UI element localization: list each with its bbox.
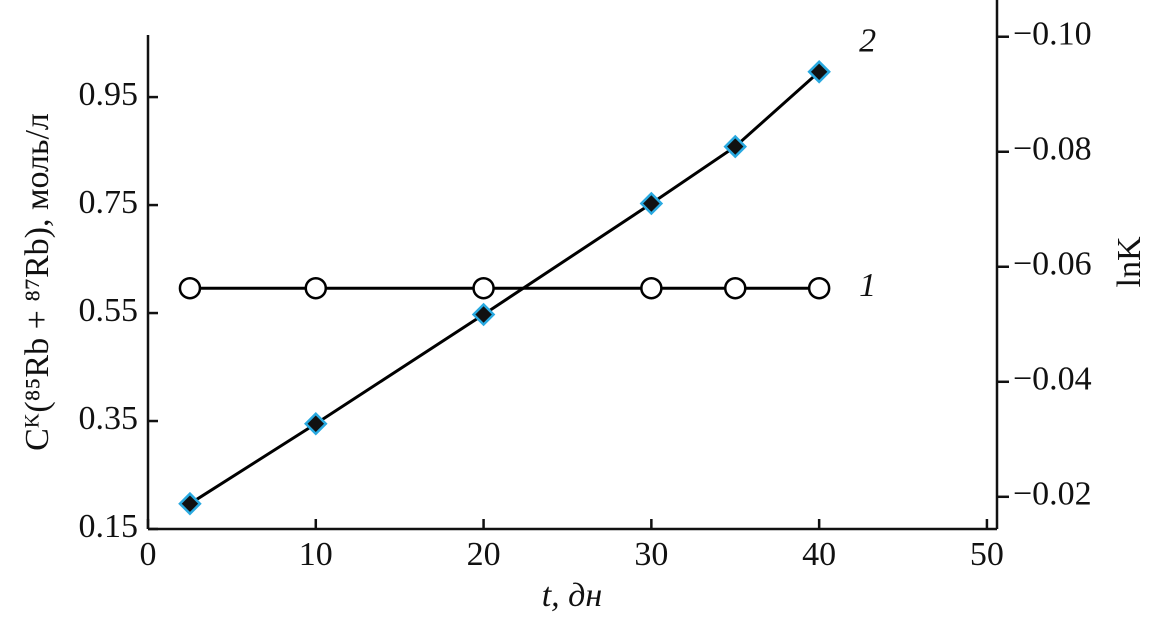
- x-tick-label: 10: [299, 536, 333, 573]
- y-tick-label: 0.75: [79, 184, 139, 221]
- y-tick-label: 0.55: [79, 292, 139, 329]
- point: [807, 60, 831, 84]
- y2-tick-label: −0.04: [1013, 361, 1092, 398]
- point: [724, 276, 747, 300]
- series-label: 2: [859, 23, 876, 60]
- series-label: 1: [859, 267, 876, 304]
- y-tick-label: 0.15: [79, 508, 139, 545]
- y2-tick-label: −0.10: [1013, 16, 1092, 53]
- y-tick-label: 0.95: [79, 76, 139, 113]
- point: [178, 491, 202, 516]
- x-tick-label: 20: [467, 536, 501, 573]
- x-axis-label: t, дн: [542, 577, 603, 614]
- point: [639, 191, 664, 216]
- point: [471, 302, 496, 327]
- y-tick-label: 0.35: [79, 400, 139, 437]
- point: [178, 276, 202, 300]
- point: [723, 134, 748, 159]
- point: [807, 276, 831, 300]
- point: [304, 276, 328, 300]
- y-axis-label: Cᴷ(⁸⁵Rb + ⁸⁷Rb), моль/л: [19, 113, 56, 451]
- x-tick-label: 30: [634, 536, 668, 573]
- y2-tick-label: −0.02: [1013, 476, 1092, 513]
- y2-tick-label: −0.06: [1013, 246, 1092, 283]
- point: [304, 411, 328, 436]
- point: [472, 276, 495, 300]
- series-line: [189, 70, 821, 505]
- x-tick-label: 40: [802, 536, 836, 573]
- x-tick-label: 50: [970, 536, 1004, 573]
- x-tick-label: 0: [140, 536, 157, 573]
- y2-axis-label: lnK: [1111, 236, 1148, 287]
- point: [640, 276, 663, 300]
- y2-tick-label: −0.08: [1013, 131, 1092, 168]
